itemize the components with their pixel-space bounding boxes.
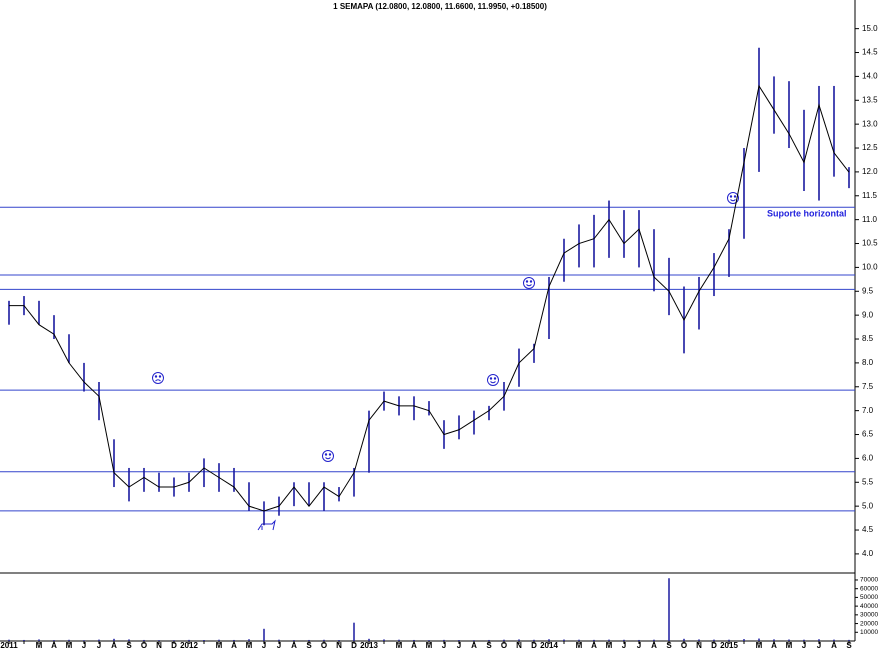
x-tick-label: D [351,641,357,650]
x-tick-label: A [291,641,297,650]
y-tick-label: 5.5 [862,477,874,486]
y-tick-label: 50000 [860,594,878,601]
y-tick-label: 8.5 [862,334,874,343]
x-tick-label: M [786,641,793,650]
x-tick-label: N [696,641,702,650]
x-tick-label: O [681,641,687,650]
y-tick-label: 10000 [860,629,878,636]
x-tick-label: D [711,641,717,650]
y-tick-label: 14.5 [862,48,878,57]
y-tick-label: 13.0 [862,119,878,128]
x-tick-label: M [576,641,583,650]
x-tick-label: M [66,641,73,650]
x-tick-label: J [802,641,806,650]
annotation: Suporte horizontal [767,209,847,219]
y-tick-label: 12.5 [862,143,878,152]
x-tick-label: A [471,641,477,650]
x-tick-label: A [51,641,57,650]
happy-face [487,374,499,386]
y-tick-label: 10.5 [862,239,878,248]
x-tick-label: D [171,641,177,650]
x-tick-label: 2011 [0,641,18,650]
y-tick-label: 4.0 [862,549,874,558]
x-tick-label: O [321,641,327,650]
y-tick-label: 20000 [860,620,878,627]
sad-face [152,372,164,384]
close-line [9,84,850,512]
x-tick-label: A [831,641,837,650]
y-tick-label: 9.5 [862,286,874,295]
x-tick-label: 2015 [720,641,738,650]
x-tick-label: A [231,641,237,650]
x-tick-label: N [156,641,162,650]
x-tick-label: J [97,641,101,650]
x-tick-label: 2012 [180,641,198,650]
x-tick-label: N [516,641,522,650]
x-tick-label: M [426,641,433,650]
y-tick-label: 8.0 [862,358,874,367]
x-tick-label: O [501,641,507,650]
y-tick-label: 30000 [860,612,878,619]
x-tick-label: M [396,641,403,650]
y-tick-label: 6.5 [862,430,874,439]
x-tick-label: O [141,641,147,650]
x-tick-label: S [306,641,312,650]
y-tick-label: 7.5 [862,382,874,391]
y-tick-label: 15.0 [862,24,878,33]
y-tick-label: 13.5 [862,95,878,104]
y-tick-label: 60000 [860,585,878,592]
y-tick-label: 12.0 [862,167,878,176]
x-tick-label: S [486,641,492,650]
x-tick-label: J [262,641,266,650]
y-tick-label: 7.0 [862,406,874,415]
x-tick-label: M [36,641,43,650]
chart-title: 1 SEMAPA (12.0800, 12.0800, 11.6600, 11.… [333,2,547,11]
x-tick-label: J [637,641,641,650]
x-tick-label: 2013 [360,641,378,650]
x-tick-label: N [336,641,342,650]
x-tick-label: M [606,641,613,650]
x-tick-label: J [817,641,821,650]
x-tick-label: S [126,641,132,650]
x-tick-label: J [277,641,281,650]
y-tick-label: 5.0 [862,501,874,510]
x-tick-label: 2014 [540,641,558,650]
y-tick-label: 11.0 [862,215,878,224]
x-tick-label: S [666,641,672,650]
y-tick-label: 70000 [860,577,878,584]
x-tick-label: D [531,641,537,650]
x-tick-label: J [442,641,446,650]
bull-icon [257,519,276,531]
y-tick-label: 11.5 [862,191,878,200]
x-tick-label: J [457,641,461,650]
y-tick-label: 6.0 [862,454,874,463]
y-tick-label: 4.5 [862,525,874,534]
x-tick-label: M [246,641,253,650]
x-tick-label: J [82,641,86,650]
x-tick-label: A [591,641,597,650]
smileys [152,192,739,462]
x-tick-label: A [771,641,777,650]
x-tick-label: J [622,641,626,650]
x-tick-label: S [846,641,852,650]
x-tick-label: M [756,641,763,650]
x-tick-label: A [111,641,117,650]
x-tick-label: A [411,641,417,650]
y-tick-label: 40000 [860,603,878,610]
x-tick-label: A [651,641,657,650]
happy-face [322,450,334,462]
happy-face [523,277,535,289]
y-tick-label: 10.0 [862,263,878,272]
happy-face [727,192,739,204]
x-tick-label: M [216,641,223,650]
y-tick-label: 9.0 [862,310,874,319]
y-tick-label: 14.0 [862,72,878,81]
